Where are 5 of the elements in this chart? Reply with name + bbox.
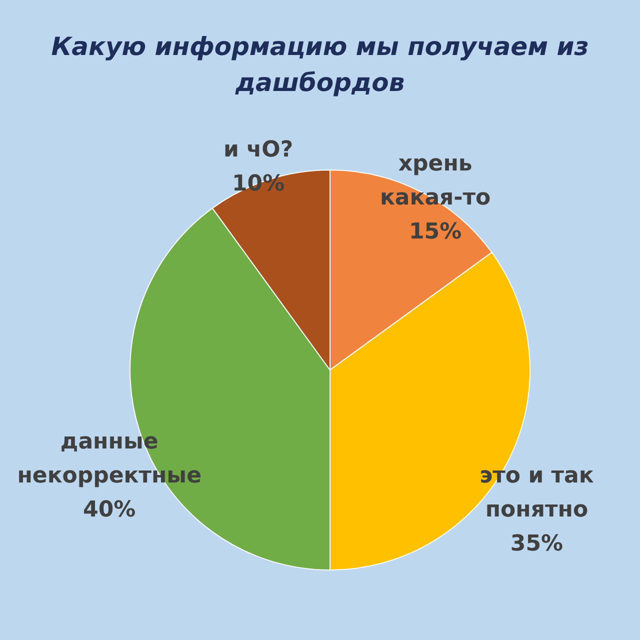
slice-label: и чО? <box>223 137 294 162</box>
data-label: 40% <box>83 498 136 523</box>
data-label: 35% <box>510 531 564 556</box>
data-label: 15% <box>408 219 462 244</box>
chart-title: Какую информацию мы получаем из дашбордов <box>51 32 589 97</box>
